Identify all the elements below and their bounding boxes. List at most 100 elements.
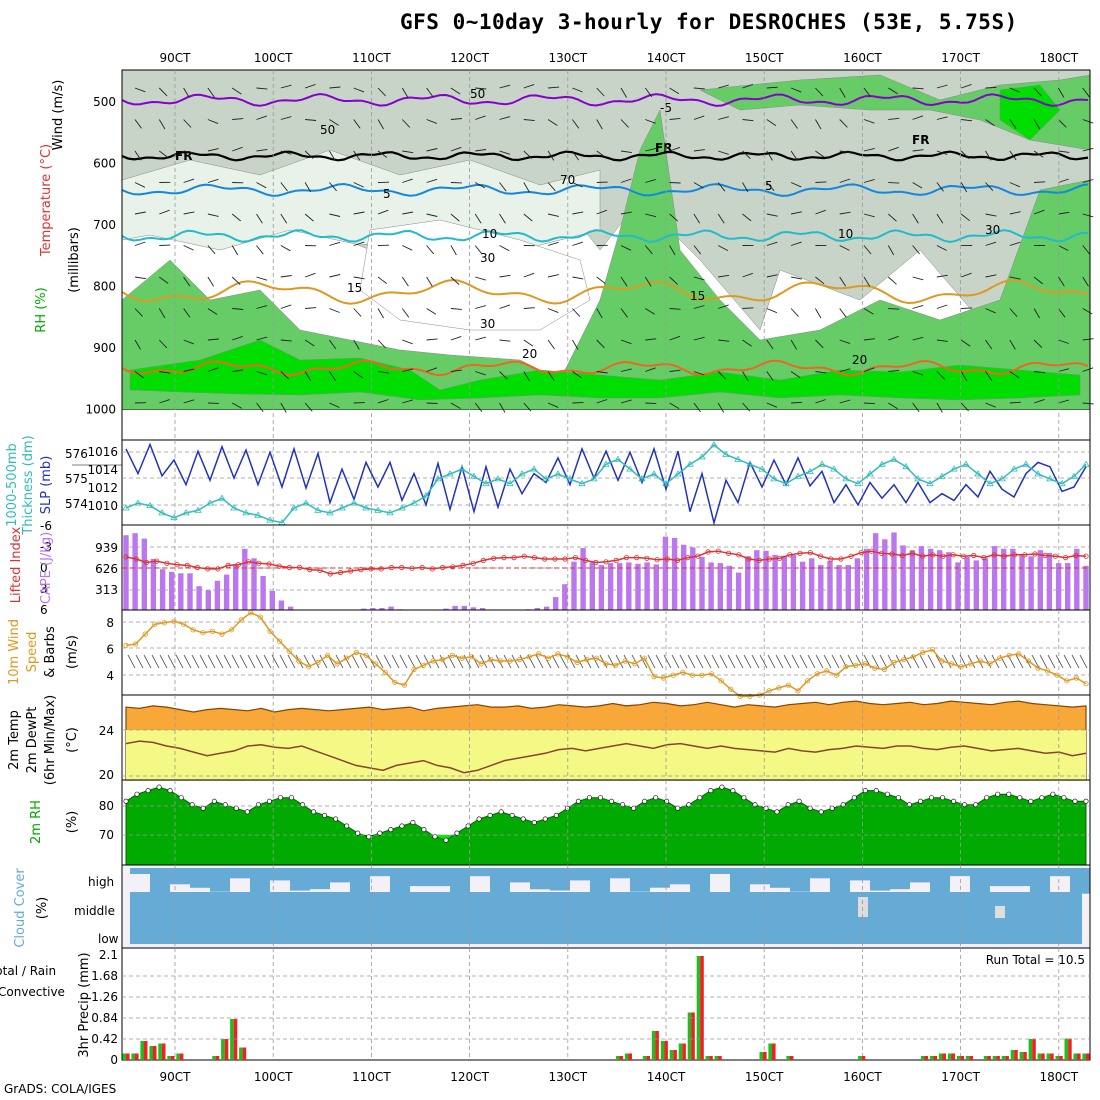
rh2m-point — [586, 795, 592, 801]
wind-barb — [499, 84, 511, 89]
top-x-tick-5: 140CT — [647, 51, 686, 65]
wind-barb — [207, 148, 219, 152]
cape-bar — [946, 552, 952, 610]
cloud-high-bar — [570, 868, 590, 881]
wind-barb — [426, 338, 438, 341]
contour-label-6: 10 — [482, 227, 497, 241]
bottom-x-tick-6: 150CT — [745, 1070, 784, 1084]
wind10m-barb — [1015, 654, 1024, 669]
wind-barb — [1058, 245, 1069, 251]
wind-barb — [548, 213, 559, 217]
wind-barb — [790, 119, 798, 129]
rh2m-point — [631, 805, 637, 811]
wind10m-barb — [679, 654, 688, 669]
precip-total-bar — [1046, 1053, 1051, 1060]
cloud-high-bar — [690, 868, 710, 894]
rh2m-point — [531, 819, 537, 825]
wind10m-barb — [207, 654, 216, 669]
cape-bar — [1028, 556, 1034, 610]
wind-barb — [183, 368, 195, 372]
precip-conv-bar — [215, 1056, 220, 1060]
precip-conv-bar — [960, 1056, 964, 1060]
wind-barb — [839, 245, 850, 251]
wind-barb — [329, 402, 340, 408]
wind10m-series-point-27 — [382, 669, 388, 675]
wind-barb — [1033, 339, 1043, 349]
rh2m-point — [675, 805, 681, 811]
precip-conv-bar — [861, 1056, 866, 1060]
rh2m-point — [796, 798, 802, 804]
wind-barb — [134, 241, 146, 246]
wind10m-barb — [1047, 654, 1056, 669]
rh2m-point — [432, 834, 438, 840]
rh2m-point — [443, 837, 449, 843]
wind-barb — [207, 87, 215, 98]
wind-barb — [377, 308, 384, 319]
wind-barb — [936, 339, 948, 342]
precip-total-bar — [696, 956, 701, 1060]
precip-conv-bar — [1068, 1038, 1072, 1060]
wind-barb — [936, 304, 948, 309]
precip-total-bar — [858, 1056, 862, 1060]
wind-barb — [960, 402, 969, 412]
rh2m-point — [200, 805, 206, 811]
rh2m-point — [355, 830, 361, 836]
wind10m-barb — [639, 654, 648, 669]
pressure-tick-4: 900 — [93, 341, 116, 355]
precip-conv-bar — [646, 1056, 650, 1060]
wind-barb — [960, 150, 970, 160]
bottom-x-tick-9: 180CT — [1039, 1070, 1078, 1084]
wind-barb — [548, 274, 559, 278]
thickness-series-point-25 — [422, 492, 430, 499]
contour-label-10: 20 — [522, 347, 537, 361]
wind-barb — [936, 371, 945, 380]
wind10m-barb — [1063, 654, 1072, 669]
wind10m-series-point-16 — [276, 638, 283, 644]
thickness-series-point-49 — [710, 441, 718, 448]
cloud-high-bar — [970, 868, 990, 893]
contour-label-1: FR — [175, 149, 192, 163]
wind-barb — [231, 87, 242, 95]
wind-barb — [280, 339, 292, 342]
wind-barb — [353, 276, 365, 280]
wind-barb — [985, 402, 996, 408]
wind-barb — [669, 87, 680, 95]
rh2m-point — [873, 788, 879, 794]
cloud-high-bar — [1070, 868, 1090, 894]
wind-barb — [329, 86, 341, 89]
wind-barb — [863, 338, 875, 341]
wind-barb — [985, 150, 992, 161]
precip-total-bar — [1064, 1038, 1069, 1060]
wind-barb — [717, 213, 725, 224]
cloud-high-bar — [490, 868, 510, 894]
precip-frame — [121, 947, 1091, 1061]
wind-barb — [1082, 213, 1094, 218]
cape-bar — [269, 591, 275, 610]
wind-barb — [426, 402, 438, 404]
wind-barb — [718, 116, 729, 120]
label-temperature: Temperature (°C) — [39, 144, 54, 257]
wind-barb — [936, 274, 948, 278]
wind-barb — [450, 245, 457, 256]
wind-barb — [742, 213, 752, 222]
cloud-high-bar — [310, 868, 330, 890]
cape-bar — [214, 580, 221, 610]
wind-barb — [693, 336, 705, 341]
rh-tick-1: 70 — [99, 828, 114, 842]
wind-barb — [572, 87, 583, 93]
wind-barb — [912, 245, 920, 255]
wind-barb — [839, 276, 847, 287]
rh2m-point — [818, 809, 824, 815]
wind-barb — [693, 182, 704, 189]
wind-barb — [766, 308, 778, 314]
wind-barb — [401, 87, 409, 98]
rh2m-point — [951, 798, 957, 804]
wind-barb — [961, 307, 973, 309]
cape-bar — [854, 558, 861, 610]
precip-total-bar — [920, 1056, 925, 1060]
lifted-tick-3: 3 — [40, 582, 48, 596]
wind-barb — [693, 115, 705, 120]
wind-barb — [1082, 119, 1094, 124]
precip-total-bar — [687, 1012, 692, 1060]
